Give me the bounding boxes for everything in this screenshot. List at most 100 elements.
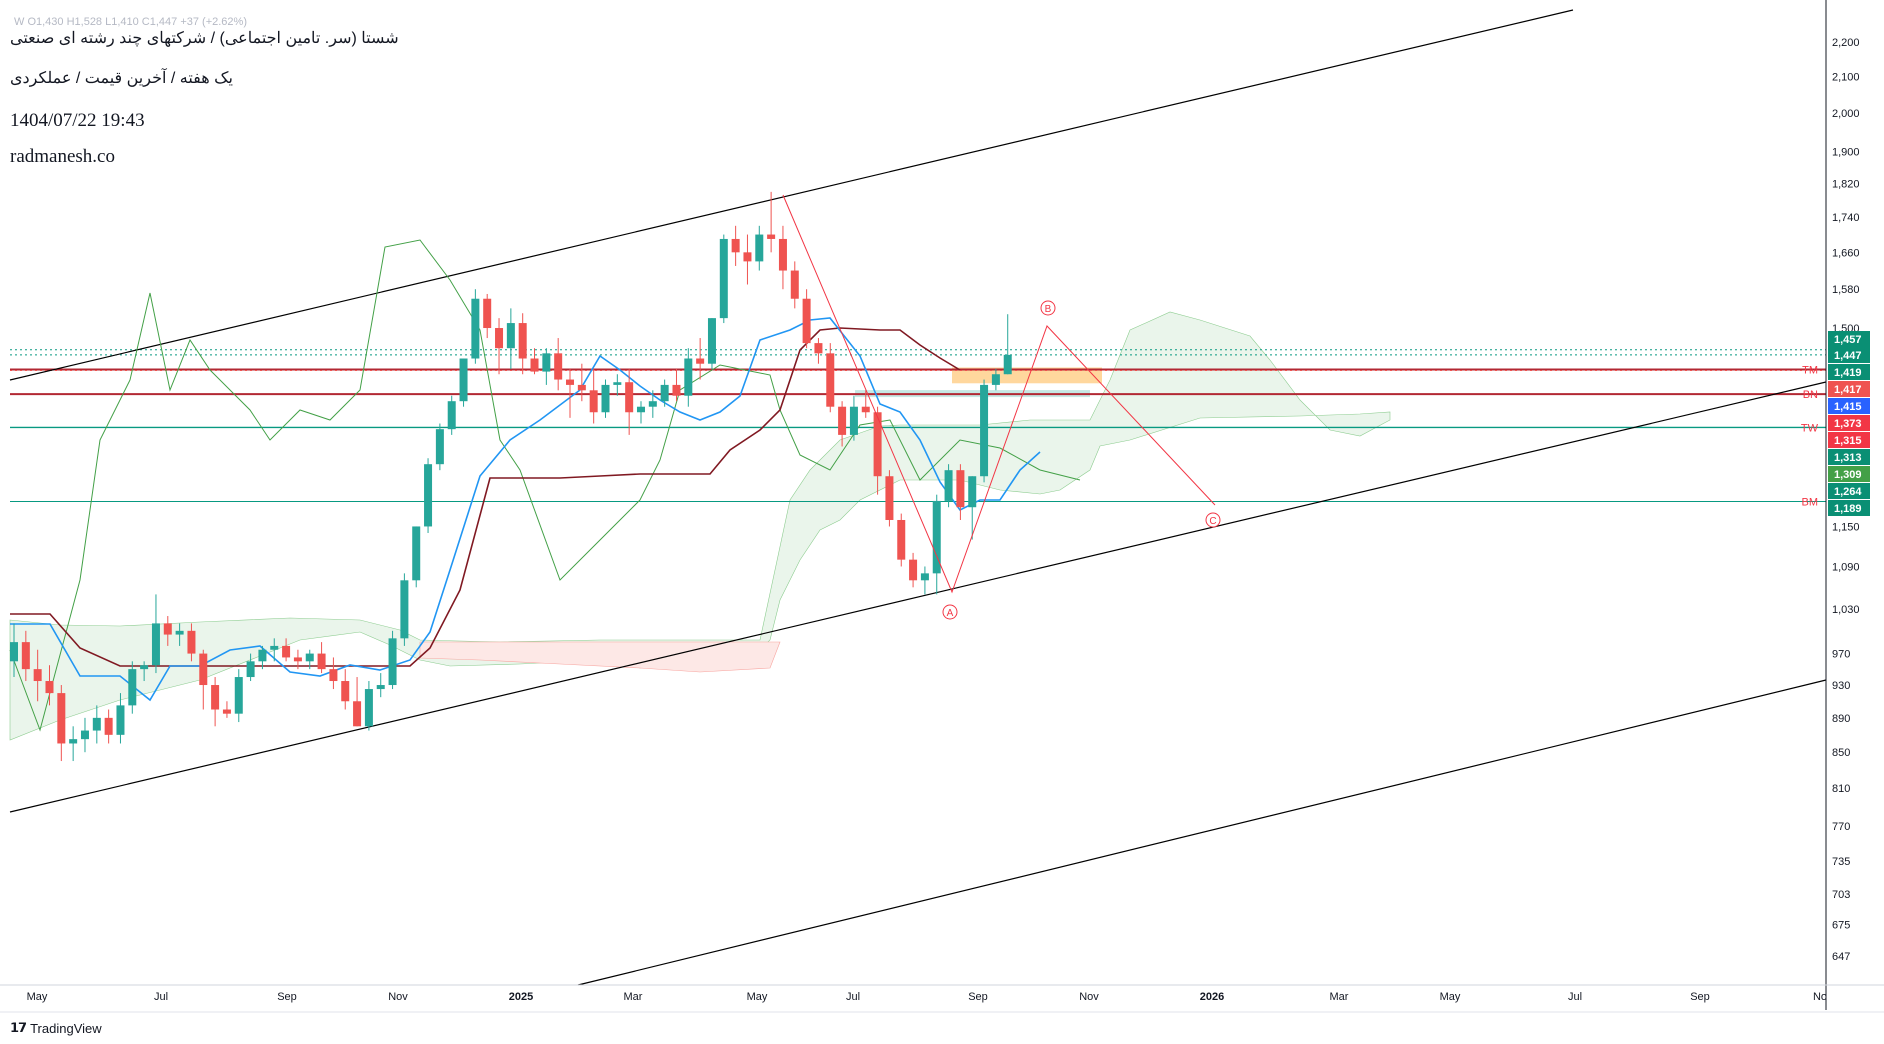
candle-down — [341, 681, 350, 702]
y-tick-label: 1,090 — [1832, 561, 1860, 573]
y-tick-label: 675 — [1832, 919, 1850, 931]
candle-down — [826, 353, 835, 407]
tradingview-logo-icon: 𝟭𝟳 — [10, 1020, 27, 1035]
candle-up — [707, 318, 716, 364]
x-tick-label: Mar — [624, 991, 643, 1003]
candle-down — [104, 717, 113, 735]
candle-up — [435, 429, 444, 465]
x-tick-label: May — [747, 991, 768, 1003]
candle-down — [731, 238, 740, 253]
candle-down — [778, 238, 787, 271]
brand-label: TradingView — [30, 1020, 102, 1036]
candle-up — [636, 406, 645, 413]
candle-up — [376, 685, 385, 690]
wave-label: A — [947, 608, 954, 619]
y-tick-label: 770 — [1832, 821, 1850, 833]
price-tag-label: 1,457 — [1834, 334, 1862, 346]
y-tick-label: 810 — [1832, 783, 1850, 795]
y-tick-label: 850 — [1832, 747, 1850, 759]
y-tick-label: 970 — [1832, 649, 1850, 661]
candle-up — [613, 382, 622, 385]
candle-down — [293, 657, 302, 662]
candle-down — [554, 353, 563, 380]
candle-up — [648, 401, 657, 407]
candle-up — [920, 573, 929, 581]
x-tick-label: No — [1813, 991, 1827, 1003]
x-tick-label: 2025 — [509, 991, 533, 1003]
tradingview-brand[interactable]: 𝟭𝟳 TradingView — [10, 1020, 102, 1036]
x-tick-label: Sep — [968, 991, 988, 1003]
candle-down — [187, 630, 196, 654]
candle-down — [57, 693, 66, 744]
candle-down — [672, 384, 681, 396]
candle-down — [33, 669, 42, 682]
candle-up — [305, 653, 314, 662]
candle-down — [282, 645, 291, 658]
price-tag — [1828, 381, 1870, 397]
price-tag-label: 1,313 — [1834, 452, 1862, 464]
candle-down — [518, 323, 527, 359]
candle-down — [589, 390, 598, 413]
price-tag-label: 1,309 — [1834, 469, 1862, 481]
candle-up — [542, 353, 551, 372]
price-tag-label: 1,315 — [1834, 435, 1862, 447]
level-label-bn: BN — [1803, 389, 1818, 401]
candle-up — [140, 665, 149, 670]
candle-up — [10, 642, 18, 662]
price-tag — [1828, 347, 1870, 363]
ichimoku-cloud-red — [419, 641, 781, 673]
price-tag — [1828, 466, 1870, 482]
price-tag-label: 1,447 — [1834, 350, 1862, 362]
y-tick-label: 2,200 — [1832, 37, 1860, 49]
lagging-span-line — [9, 239, 1081, 732]
wave-marker — [1205, 512, 1221, 528]
candle-up — [364, 689, 373, 727]
candle-down — [743, 252, 752, 262]
candle-down — [909, 559, 918, 581]
x-tick-label: Jul — [1568, 991, 1582, 1003]
candle-up — [991, 374, 1000, 385]
x-tick-label: Sep — [277, 991, 297, 1003]
candle-down — [495, 328, 504, 349]
wave-marker — [1040, 300, 1056, 316]
y-tick-label: 735 — [1832, 856, 1850, 868]
candle-up — [234, 677, 243, 714]
y-tick-label: 1,030 — [1832, 604, 1860, 616]
x-tick-label: 2026 — [1200, 991, 1224, 1003]
price-tag — [1828, 331, 1870, 347]
y-tick-label: 647 — [1832, 951, 1850, 963]
candle-up — [424, 464, 433, 527]
candle-down — [790, 270, 799, 299]
candle-up — [92, 717, 101, 731]
website-label: radmanesh.co — [10, 146, 115, 167]
y-tick-label: 890 — [1832, 713, 1850, 725]
candle-up — [388, 638, 397, 686]
y-tick-label: 1,820 — [1832, 179, 1860, 191]
x-tick-label: Sep — [1690, 991, 1710, 1003]
candle-down — [163, 623, 172, 635]
tenkan-sen-line — [10, 317, 1041, 702]
candle-up — [601, 384, 610, 413]
price-tag — [1828, 415, 1870, 431]
channel-line — [577, 679, 1827, 986]
candle-up — [684, 358, 693, 396]
candle-up — [980, 384, 989, 477]
candle-up — [968, 476, 977, 508]
candle-down — [483, 298, 492, 329]
candle-down — [211, 685, 220, 710]
wave-label: C — [1209, 516, 1216, 527]
price-tag-label: 1,264 — [1834, 486, 1862, 498]
candle-up — [69, 739, 78, 744]
candle-up — [944, 470, 953, 501]
chart-datetime: 1404/07/22 19:43 — [10, 110, 145, 131]
y-tick-label: 930 — [1832, 680, 1850, 692]
candle-down — [767, 234, 776, 239]
price-tag — [1828, 483, 1870, 499]
y-tick-label: 2,000 — [1832, 108, 1860, 120]
candle-down — [956, 470, 965, 508]
candle-down — [353, 701, 362, 727]
candle-up — [471, 298, 480, 359]
y-tick-label: 1,150 — [1832, 521, 1860, 533]
price-tag — [1828, 364, 1870, 380]
